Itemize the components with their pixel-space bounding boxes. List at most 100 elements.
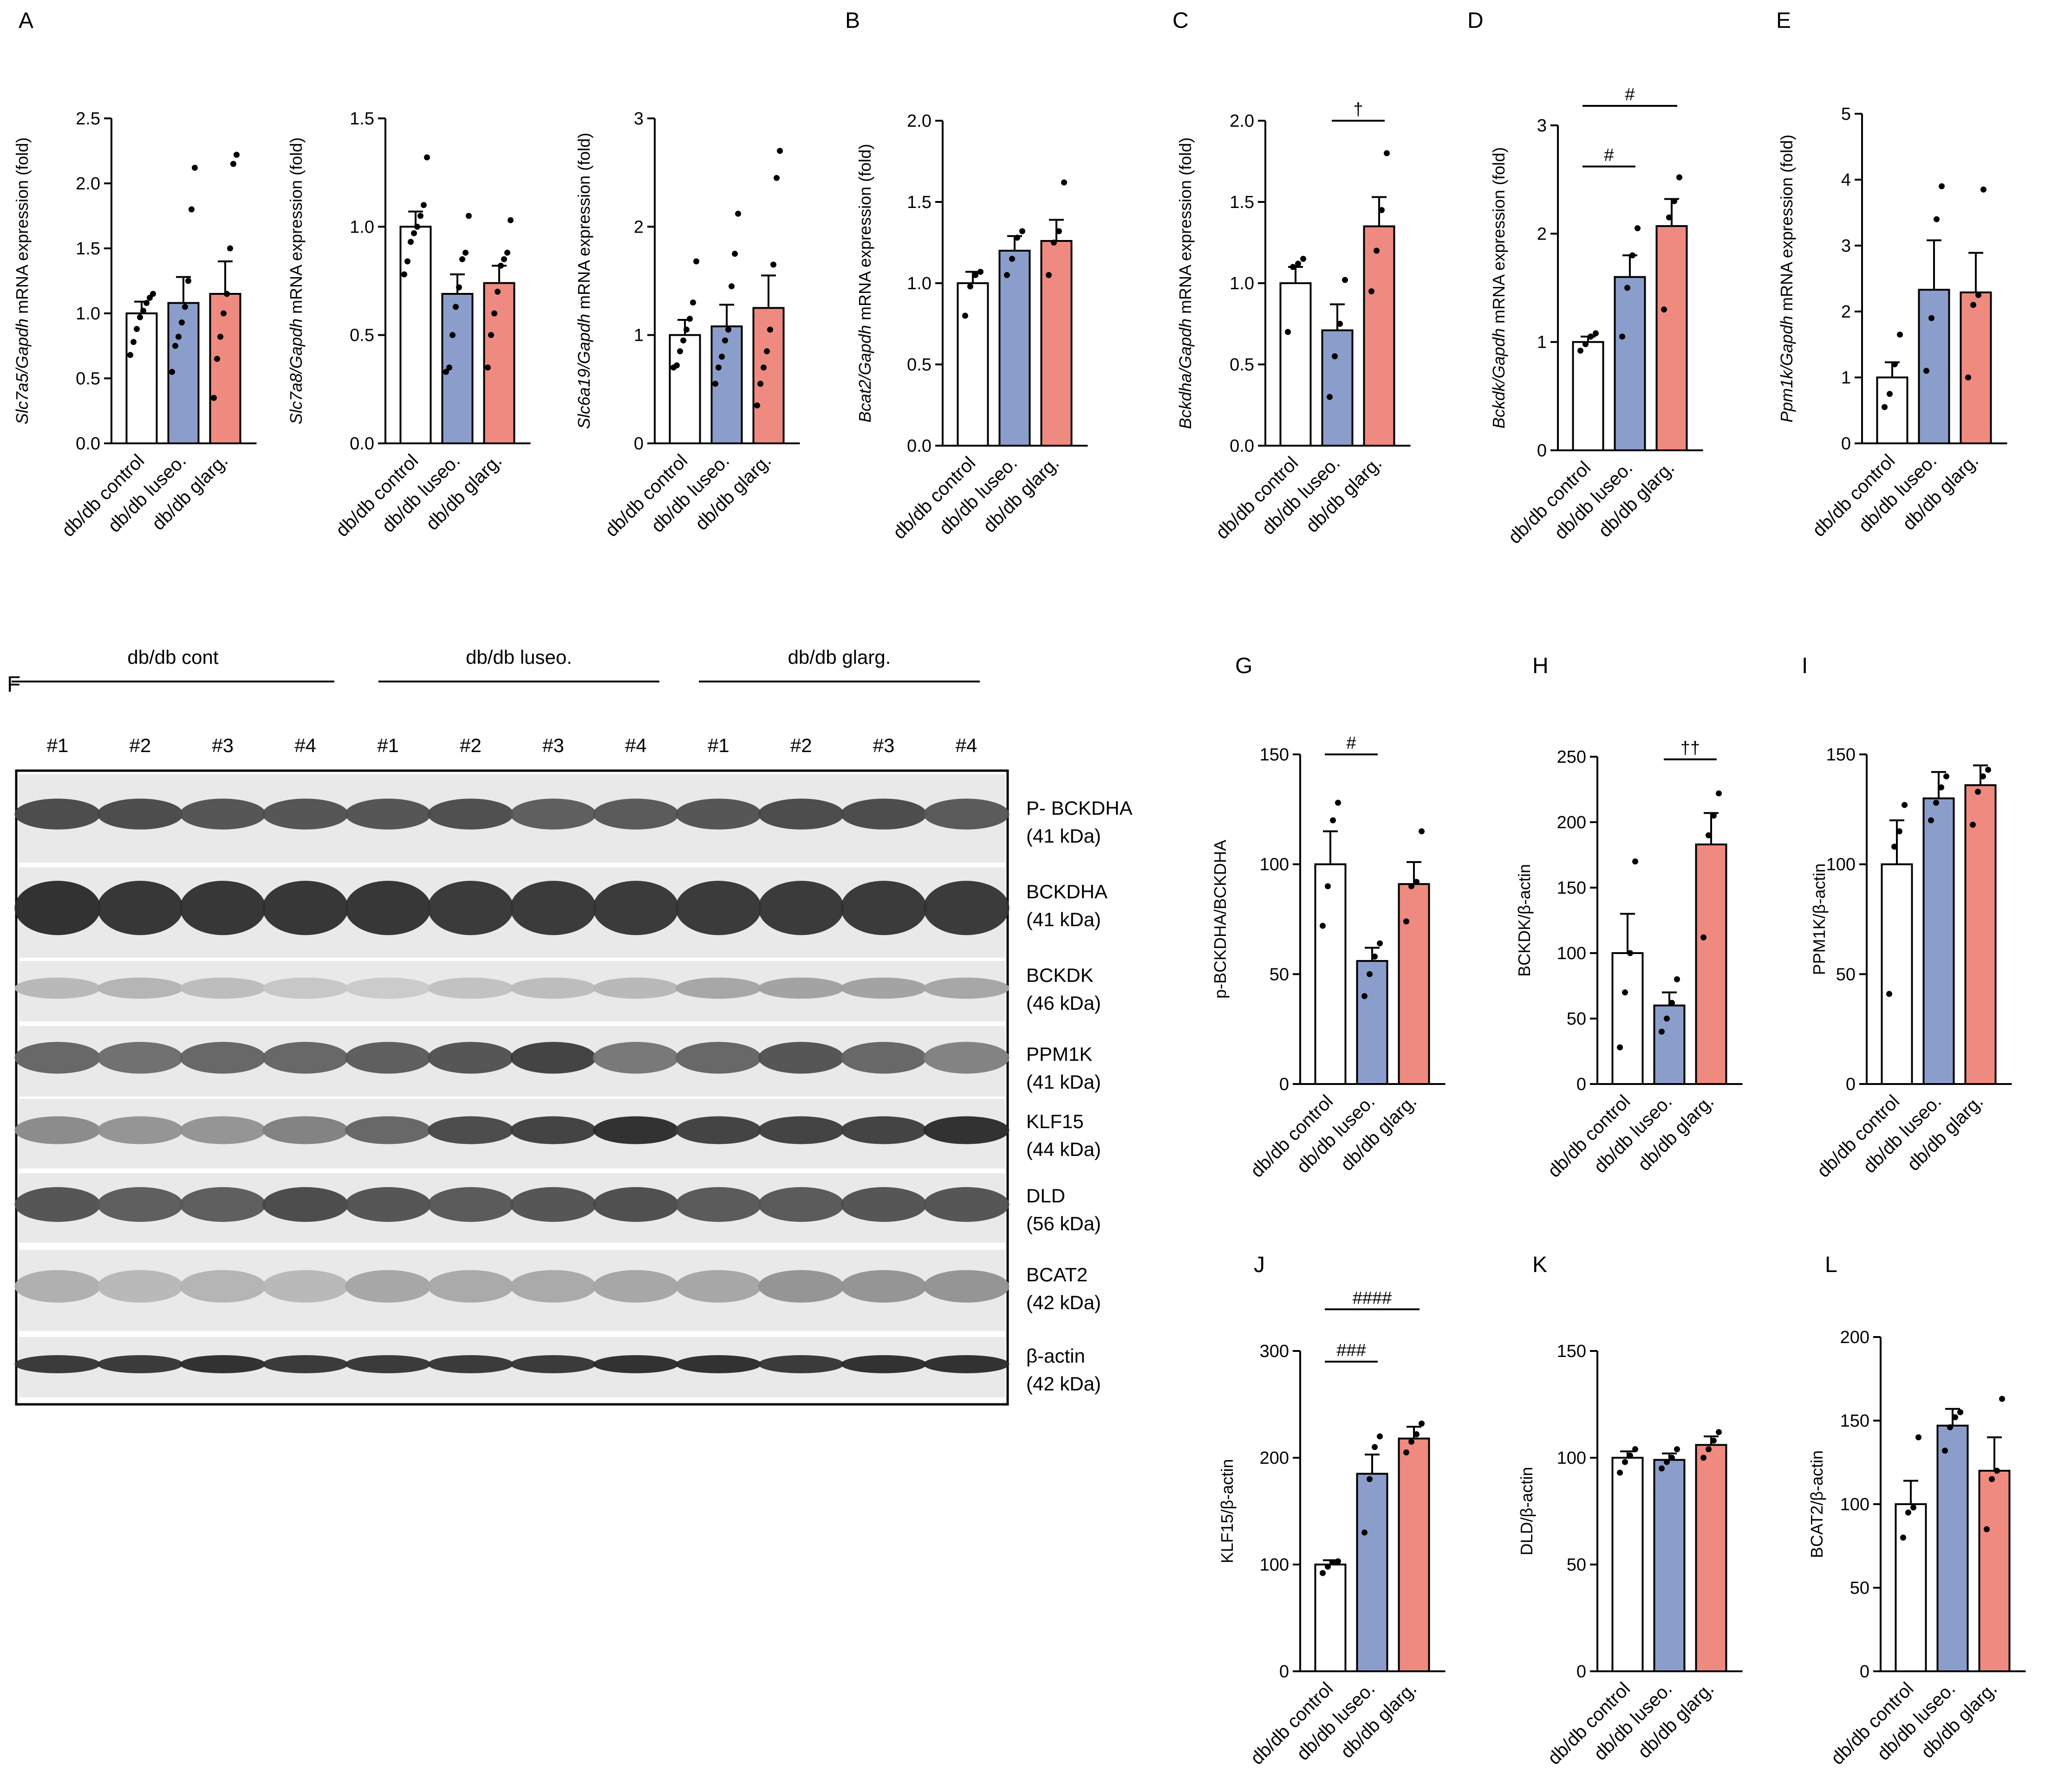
significance-label: † <box>1353 100 1363 119</box>
blot-band <box>97 1116 183 1144</box>
blot-band <box>428 799 514 830</box>
data-point <box>1664 1459 1670 1465</box>
blot-band <box>593 1042 679 1074</box>
data-point <box>1952 1414 1958 1421</box>
data-point <box>1332 353 1338 359</box>
panel-label: F <box>7 672 20 697</box>
blot-band <box>923 1270 1009 1303</box>
data-point <box>466 213 472 219</box>
y-tick-label: 2 <box>634 217 644 237</box>
blot-band <box>510 881 596 935</box>
blot-band <box>14 1355 101 1373</box>
data-point <box>504 249 510 256</box>
blot-band <box>345 799 431 830</box>
data-point <box>967 283 973 290</box>
y-tick-label: 1 <box>1537 333 1547 352</box>
data-point <box>1706 832 1712 838</box>
bar <box>399 226 432 444</box>
panel-label: C <box>1172 8 1189 33</box>
data-point <box>1947 1424 1953 1430</box>
bar <box>1611 1457 1644 1672</box>
data-point <box>1716 790 1722 797</box>
data-point <box>1379 207 1385 213</box>
data-point <box>1980 773 1986 779</box>
data-point <box>690 299 696 306</box>
y-tick-label: 1.5 <box>1230 193 1254 212</box>
y-tick-label: 50 <box>1836 965 1856 984</box>
y-tick-label: 4 <box>1841 170 1851 190</box>
data-point <box>1669 1000 1675 1006</box>
y-tick-label: 1 <box>634 326 644 345</box>
blot-band <box>262 799 349 830</box>
data-point <box>732 251 738 257</box>
y-tick-label: 0 <box>1279 1075 1289 1094</box>
data-point <box>1325 1564 1331 1570</box>
bar <box>1881 863 1913 1085</box>
blot-band <box>14 799 101 830</box>
y-tick-label: 1 <box>1841 368 1851 388</box>
protein-size: (56 kDa) <box>1026 1213 1101 1234</box>
blot-band <box>14 977 101 999</box>
data-point <box>1622 989 1628 996</box>
data-point <box>1367 1476 1373 1482</box>
blot-band <box>675 1355 762 1373</box>
y-tick-label: 300 <box>1260 1342 1289 1361</box>
data-point <box>677 348 683 355</box>
data-point <box>459 256 465 262</box>
data-point <box>488 332 494 338</box>
data-point <box>1985 766 1991 773</box>
y-tick-label: 100 <box>1840 1495 1869 1514</box>
blot-band <box>97 1042 183 1074</box>
data-point <box>1419 1420 1425 1427</box>
blot-band <box>593 1116 679 1144</box>
data-point <box>1659 1465 1665 1472</box>
y-tick-label: 150 <box>1840 1411 1869 1431</box>
y-tick-label: 2 <box>1841 302 1851 322</box>
data-point <box>774 175 780 181</box>
data-point <box>1377 1433 1383 1440</box>
data-point <box>417 213 423 219</box>
data-point <box>1419 828 1425 835</box>
blot-band <box>97 1355 183 1373</box>
blot-band <box>840 1355 927 1373</box>
y-tick-label: 1.0 <box>907 274 931 293</box>
y-axis-label: Bckdha/Gapdh mRNA expression (fold) <box>1176 137 1195 429</box>
blot-band <box>923 977 1009 999</box>
data-point <box>491 310 497 317</box>
data-point <box>1617 1044 1623 1051</box>
data-point <box>1896 828 1902 835</box>
lane-label: #1 <box>708 734 729 756</box>
blot-band <box>840 1042 927 1074</box>
data-point <box>1622 1459 1628 1465</box>
data-point <box>1413 879 1420 885</box>
data-point <box>1629 252 1635 259</box>
data-point <box>1019 228 1025 234</box>
panel-label: H <box>1532 654 1549 678</box>
data-point <box>1014 234 1020 241</box>
data-point <box>716 364 722 371</box>
data-point <box>674 362 680 369</box>
y-tick-label: 1.5 <box>907 193 931 212</box>
data-point <box>424 154 430 161</box>
data-point <box>1367 971 1373 977</box>
data-point <box>1887 391 1893 397</box>
blot-band <box>840 977 927 999</box>
data-point <box>1588 333 1594 340</box>
data-point <box>172 343 178 349</box>
bar <box>1321 329 1354 447</box>
data-point <box>1408 883 1414 890</box>
y-tick-label: 200 <box>1260 1448 1289 1468</box>
data-point <box>1384 150 1390 156</box>
data-point <box>150 291 156 297</box>
data-point <box>1374 247 1380 254</box>
y-axis-label: PPM1K/β-actin <box>1810 864 1829 975</box>
blot-band <box>428 1187 514 1222</box>
y-tick-label: 2.0 <box>907 111 931 131</box>
blot-band <box>758 1042 844 1074</box>
lane-label: #4 <box>625 734 647 756</box>
bar <box>1936 1424 1969 1673</box>
blot-band <box>840 1187 927 1222</box>
bar <box>1876 377 1908 444</box>
